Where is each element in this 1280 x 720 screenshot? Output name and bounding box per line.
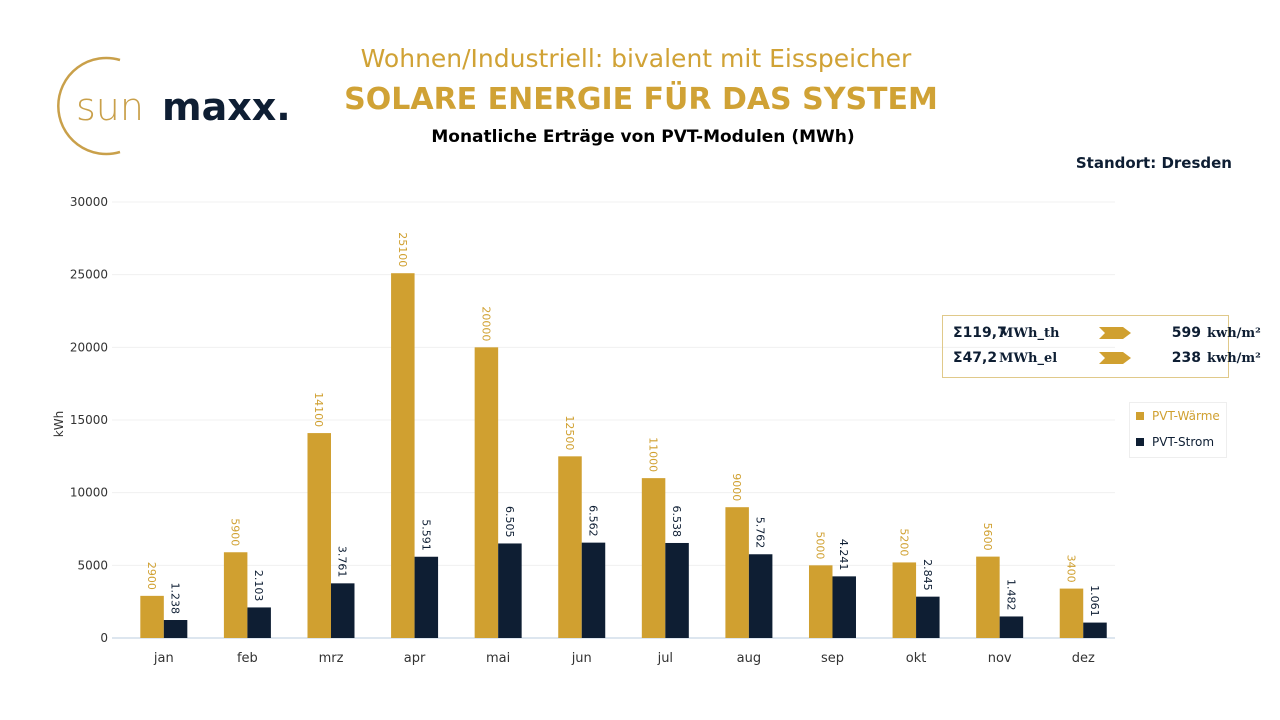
data-label: 6.505 [503, 506, 516, 538]
bar-strom [665, 542, 689, 638]
x-tick-label: apr [404, 651, 426, 666]
bar-strom [832, 576, 856, 638]
data-label: 9000 [730, 473, 743, 501]
data-label: 1.238 [169, 583, 182, 615]
arrow-chevron-icon [1099, 352, 1131, 364]
data-label: 5900 [229, 518, 242, 546]
data-label: 12500 [563, 415, 576, 450]
y-tick-label: 25000 [70, 268, 108, 282]
y-tick-label: 5000 [77, 558, 108, 572]
bar-strom [1083, 622, 1107, 638]
data-label: 4.241 [837, 539, 850, 571]
bar-waerme [140, 595, 164, 638]
bar-waerme [391, 273, 415, 638]
bar-strom [748, 554, 773, 638]
data-label: 5.591 [419, 519, 432, 551]
data-label: 5200 [897, 528, 910, 556]
data-label: 14100 [312, 392, 325, 427]
summary-total: Σ47,2 [953, 350, 998, 366]
legend-item-waerme[interactable]: PVT-Wärme [1130, 403, 1226, 429]
x-tick-label: okt [906, 651, 927, 666]
data-label: 1.482 [1004, 579, 1017, 611]
data-label: 20000 [479, 306, 492, 341]
location-label: Standort: Dresden [1075, 154, 1232, 172]
y-tick-label: 0 [100, 631, 108, 645]
x-tick-label: jun [571, 651, 592, 666]
x-tick-label: jul [657, 651, 673, 666]
chart-headline: SOLARE ENERGIE FÜR DAS SYSTEM [344, 82, 938, 117]
bar-strom [414, 556, 439, 638]
summary-unit: MWh_th [999, 325, 1060, 341]
bar-waerme [307, 433, 331, 638]
bar-waerme [558, 456, 582, 638]
x-tick-label: mai [486, 651, 510, 666]
data-label: 5000 [814, 531, 827, 559]
arrow-chevron-icon [1099, 327, 1131, 339]
summary-specific: 238 [1171, 350, 1201, 366]
legend-item-strom[interactable]: PVT-Strom [1130, 429, 1226, 455]
y-axis-label: kWh [52, 411, 66, 437]
bar-strom [163, 620, 188, 638]
data-label: 1.061 [1088, 585, 1101, 617]
sunmaxx-logo: sun maxx. [57, 56, 291, 156]
logo-text-bold: maxx. [162, 85, 291, 129]
data-label: 3400 [1064, 555, 1077, 583]
summary-specific-unit: kwh/m² [1207, 325, 1261, 341]
x-tick-label: jan [153, 651, 174, 666]
bar-waerme [474, 347, 499, 638]
bar-waerme [725, 507, 749, 638]
legend: PVT-Wärme PVT-Strom [1129, 402, 1227, 458]
data-label: 3.761 [336, 546, 349, 578]
data-label: 6.562 [586, 505, 599, 537]
bar-strom [330, 583, 355, 638]
summary-row-thermal: Σ119,7 MWh_th 599 kwh/m² [953, 325, 1261, 341]
bar-strom [247, 607, 271, 638]
data-label: 2.845 [921, 559, 934, 591]
summary-specific-unit: kwh/m² [1207, 350, 1261, 366]
x-tick-label: nov [988, 651, 1012, 666]
x-tick-label: sep [821, 651, 844, 666]
legend-swatch [1136, 438, 1144, 446]
x-tick-label: feb [237, 651, 258, 666]
y-tick-label: 30000 [70, 195, 108, 209]
data-label: 5600 [981, 523, 994, 551]
data-label: 2.103 [252, 570, 265, 602]
summary-row-electric: Σ47,2 MWh_el 238 kwh/m² [953, 350, 1261, 366]
data-label: 2900 [145, 562, 158, 590]
x-tick-label: dez [1072, 651, 1095, 666]
bar-strom [581, 542, 606, 638]
bar-waerme [808, 565, 833, 638]
data-label: 11000 [647, 437, 660, 472]
legend-label: PVT-Strom [1152, 435, 1215, 449]
logo-text-light: sun [76, 85, 144, 129]
bar-strom [916, 596, 940, 638]
data-label: 25100 [396, 232, 409, 267]
x-tick-label: mrz [319, 651, 344, 666]
summary-unit: MWh_el [999, 350, 1058, 366]
x-tick-label: aug [737, 651, 761, 666]
bar-waerme [641, 478, 666, 638]
data-label: 6.538 [670, 505, 683, 537]
legend-swatch [1136, 412, 1144, 420]
chart-title: Wohnen/Industriell: bivalent mit Eisspei… [360, 44, 912, 73]
bar-strom [498, 543, 522, 638]
legend-label: PVT-Wärme [1152, 409, 1220, 423]
bar-waerme [976, 556, 1000, 638]
y-tick-label: 15000 [70, 413, 108, 427]
bar-waerme [223, 552, 248, 638]
bar-waerme [892, 562, 917, 638]
data-label: 5.762 [754, 517, 767, 549]
bar-strom [999, 616, 1024, 638]
summary-box: Σ119,7 MWh_th 599 kwh/m² Σ47,2 MWh_el 23… [942, 315, 1261, 378]
y-tick-label: 20000 [70, 340, 108, 354]
chart-subtitle: Monatliche Erträge von PVT-Modulen (MWh) [431, 127, 855, 147]
y-tick-label: 10000 [70, 486, 108, 500]
summary-specific: 599 [1171, 325, 1201, 341]
bar-waerme [1059, 588, 1084, 638]
summary-total: Σ119,7 [953, 325, 1007, 341]
